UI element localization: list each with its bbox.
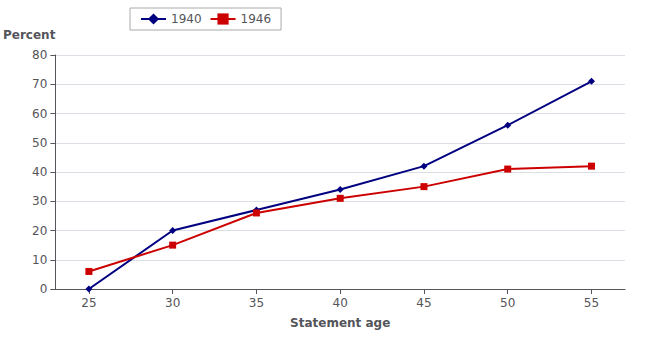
svg-text:80: 80 (32, 48, 47, 62)
svg-text:1940: 1940 (171, 12, 202, 26)
svg-text:40: 40 (32, 165, 47, 179)
svg-text:60: 60 (32, 107, 47, 121)
svg-text:70: 70 (32, 77, 47, 91)
svg-text:Statement age: Statement age (290, 316, 390, 330)
svg-text:Percent: Percent (3, 28, 56, 42)
svg-text:50: 50 (32, 136, 47, 150)
svg-text:35: 35 (249, 296, 264, 310)
svg-text:40: 40 (333, 296, 348, 310)
svg-text:55: 55 (584, 296, 599, 310)
svg-text:30: 30 (165, 296, 180, 310)
svg-text:0: 0 (40, 282, 48, 296)
svg-text:20: 20 (32, 224, 47, 238)
svg-text:1946: 1946 (241, 12, 272, 26)
svg-text:25: 25 (81, 296, 96, 310)
svg-text:50: 50 (500, 296, 515, 310)
svg-text:30: 30 (32, 194, 47, 208)
svg-text:45: 45 (416, 296, 431, 310)
svg-text:10: 10 (32, 253, 47, 267)
